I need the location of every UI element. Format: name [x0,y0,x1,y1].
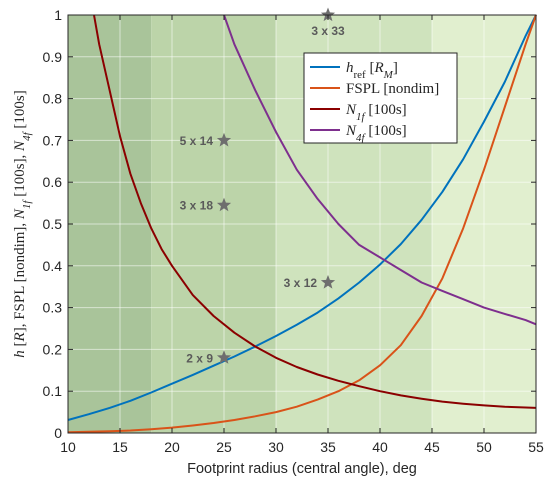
star-marker [216,197,232,212]
text-part: h [12,350,28,358]
text-part: N [345,123,357,139]
text-part: FSPL [nondim] [346,81,439,97]
x-tick-label: 40 [372,439,388,455]
text-part: [100s] [365,102,407,118]
x-tick-label: 15 [112,439,128,455]
text-part: 1f [356,111,367,123]
series-lines [67,14,537,434]
series-line-href [67,14,537,421]
text-part: [ [12,341,28,350]
series-line-n4f [223,14,537,326]
text-part: [100s] [12,90,28,132]
x-tick-label: 10 [60,439,76,455]
text-part: N [345,102,357,118]
y-tick-label: 0.5 [43,216,63,232]
x-tick-label: 30 [268,439,284,455]
star-marker [216,350,232,364]
text-part: ] [393,60,398,76]
legend-label-href: href [RM] [346,60,398,81]
x-tick-label: 50 [476,439,492,455]
annotation-label: 3 x 12 [284,276,318,290]
series-line-fspl [67,14,537,434]
text-part: 4f [356,132,367,144]
text-part: ], FSPL [nondim], [12,219,28,332]
y-tick-label: 0.2 [43,341,63,357]
text-part: R [373,60,383,76]
text-part: [100s] [365,123,407,139]
star-marker [320,275,336,289]
x-tick-label: 45 [424,439,440,455]
text-part: 4f [21,130,33,141]
star-marker [320,7,336,22]
legend-label-n1f: N1f [100s] [345,102,407,123]
y-tick-label: 0 [54,425,62,441]
y-tick-label: 0.4 [43,258,63,274]
y-tick-label: 1 [54,7,62,23]
text-part: h [346,60,354,76]
annotations: 3 x 33 5 x 14 3 x 18 3 x 12 2 x 9 [180,7,345,365]
annotation-label: 2 x 9 [186,351,213,365]
x-tick-label: 55 [528,439,544,455]
y-tick-label: 0.7 [43,132,63,148]
text-part: 1f [21,199,33,210]
text-part: N [12,208,28,220]
x-tick-label: 25 [216,439,232,455]
x-axis-label: Footprint radius (central angle), deg [187,461,417,477]
y-tick-label: 0.8 [43,91,63,107]
text-part: [ [366,60,375,76]
star-marker [216,132,232,147]
legend: href [RM]FSPL [nondim]N1f [100s]N4f [100… [303,52,458,144]
legend-label-n4f: N4f [100s] [345,123,407,144]
annotation-label: 5 x 14 [180,134,214,148]
text-part: R [12,332,28,342]
x-tick-label: 35 [320,439,336,455]
text-part: [100s], [12,151,28,201]
y-axis-label: h [R], FSPL [nondim], N1f [100s], N4f [1… [12,90,33,357]
series-line-n1f [93,14,537,409]
text-part: N [12,140,28,152]
legend-label-fspl: FSPL [nondim] [346,81,439,97]
annotation-label: 3 x 33 [311,24,345,38]
text-part: M [383,69,394,81]
y-tick-label: 0.6 [43,174,63,190]
y-tick-label: 0.3 [43,300,63,316]
axis-ticks: 10 15 20 25 30 35 40 45 50 55 0 0.1 0.2 0.3 0.4 0.5 0.6 0… [43,7,544,455]
x-tick-label: 20 [164,439,180,455]
annotation-label: 3 x 18 [180,199,214,213]
text-part: ref [354,69,367,81]
y-tick-label: 0.1 [43,383,63,399]
y-tick-label: 0.9 [43,49,63,65]
